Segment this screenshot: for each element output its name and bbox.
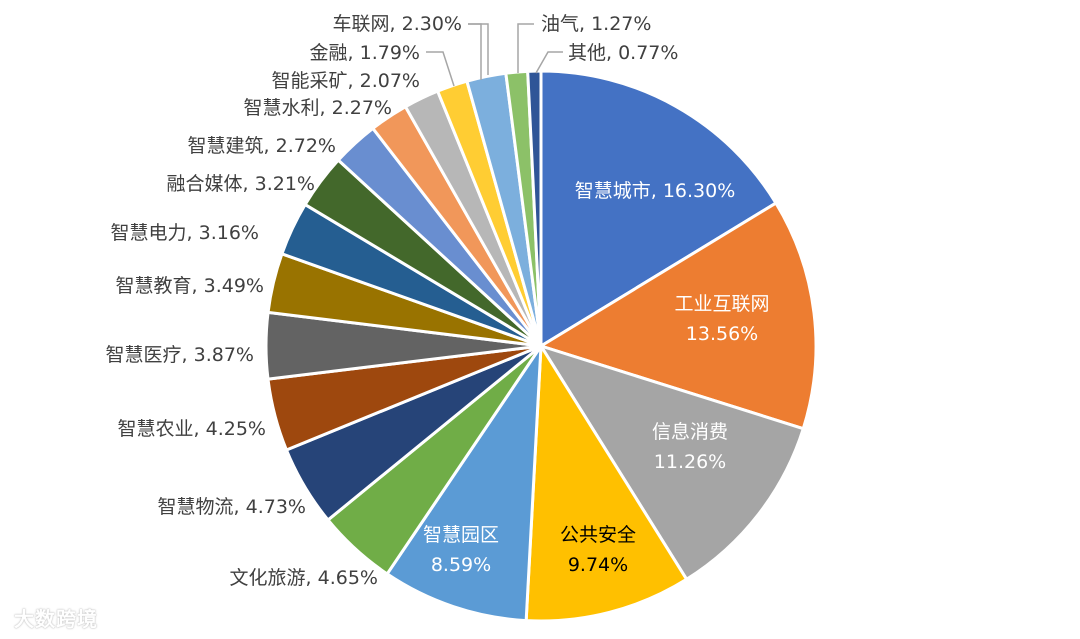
leader-line-油气: [517, 23, 534, 73]
pie-slice-工业互联网: [539, 201, 818, 431]
data-label-智慧建筑: 智慧建筑, 2.72%: [188, 135, 336, 157]
pie-slices: [264, 69, 818, 623]
data-label-油气: 油气, 1.27%: [541, 13, 651, 35]
pie-slice-智慧园区: [385, 344, 543, 623]
data-label-车联网: 车联网, 2.30%: [333, 13, 462, 35]
slice-labels: 智慧城市, 16.30% 工业互联网 13.56% 信息消费 11.26% 公共安全 9.7…: [106, 13, 770, 589]
leader-line-车联网: [468, 23, 489, 75]
data-label-工业互联网: 工业互联网 13.56%: [674, 293, 769, 345]
leader-line-其他: [535, 51, 563, 74]
data-label-智慧园区: 智慧园区 8.59%: [423, 524, 499, 576]
pie-slice-其他: [526, 69, 543, 348]
watermark-logo: 大数跨境: [14, 607, 98, 631]
pie-slice-信息消费: [539, 344, 805, 581]
leader-lines: [426, 23, 563, 87]
data-label-融合媒体: 融合媒体, 3.21%: [167, 173, 315, 195]
data-label-智慧电力: 智慧电力, 3.16%: [111, 222, 259, 244]
data-label-智慧水利: 智慧水利, 2.27%: [244, 97, 392, 119]
pie-slice-智慧城市: [539, 69, 778, 348]
data-label-智慧农业: 智慧农业, 4.25%: [118, 418, 266, 440]
data-label-其他: 其他, 0.77%: [568, 42, 678, 64]
leader-line-智能采矿: [468, 23, 482, 80]
data-label-文化旅游: 文化旅游, 4.65%: [230, 567, 378, 589]
data-label-智能采矿: 智能采矿, 2.07%: [272, 70, 420, 92]
data-label-金融: 金融, 1.79%: [310, 42, 420, 64]
data-label-智慧城市: 智慧城市, 16.30%: [575, 180, 736, 202]
data-label-公共安全: 公共安全 9.74%: [560, 524, 636, 576]
pie-slice-公共安全: [524, 344, 689, 623]
data-label-信息消费: 信息消费 11.26%: [652, 421, 728, 473]
leader-line-金融: [426, 51, 455, 87]
data-label-智慧医疗: 智慧医疗, 3.87%: [106, 344, 254, 366]
data-label-智慧教育: 智慧教育, 3.49%: [116, 275, 264, 297]
data-label-智慧物流: 智慧物流, 4.73%: [158, 496, 306, 518]
